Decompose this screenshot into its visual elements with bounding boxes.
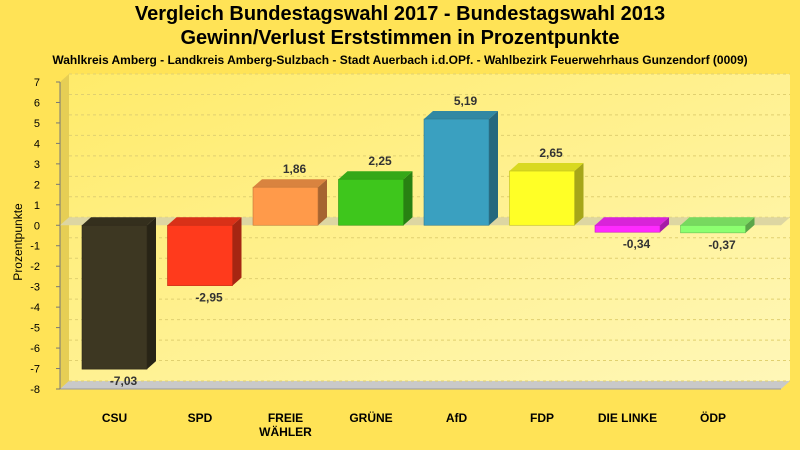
y-axis-label: Prozentpunkte xyxy=(11,203,25,281)
bar xyxy=(680,224,746,234)
bar-side xyxy=(403,171,413,226)
bar-side xyxy=(318,179,327,226)
bar xyxy=(81,224,148,370)
x-tick-label: SPD xyxy=(188,411,213,425)
data-label: 5,19 xyxy=(454,94,478,108)
data-label: 2,65 xyxy=(539,146,563,160)
bar xyxy=(338,178,404,226)
y-tick-label: -2 xyxy=(30,261,40,273)
bar-top xyxy=(253,179,327,188)
bar xyxy=(167,224,233,286)
y-tick-label: -7 xyxy=(30,364,40,376)
bar-top xyxy=(680,217,755,226)
y-tick-label: 4 xyxy=(34,138,40,150)
bar-top xyxy=(595,217,669,226)
chart-title: Vergleich Bundestagswahl 2017 - Bundesta… xyxy=(134,3,666,25)
x-tick-label: AfD xyxy=(446,411,468,425)
bar-side xyxy=(745,217,755,233)
data-label: -7,03 xyxy=(110,374,138,388)
bar-top xyxy=(167,217,242,226)
y-tick-label: 7 xyxy=(34,77,40,89)
x-tick-label: WÄHLER xyxy=(259,424,312,439)
bar-side xyxy=(660,217,669,233)
data-label: -2,95 xyxy=(195,291,223,305)
x-tick-label: DIE LINKE xyxy=(598,411,657,425)
y-tick-label: -1 xyxy=(30,241,40,253)
y-tick-label: 5 xyxy=(34,118,40,130)
bar xyxy=(252,186,319,226)
data-label: -0,37 xyxy=(708,238,736,252)
bar-top xyxy=(424,111,498,120)
x-tick-label: ÖDP xyxy=(700,410,726,425)
plot-side-wall xyxy=(60,74,69,389)
data-label: 1,86 xyxy=(283,162,307,176)
x-tick-label: GRÜNE xyxy=(349,410,392,425)
bar-side xyxy=(232,217,242,286)
bar-top xyxy=(338,171,413,180)
bar-side xyxy=(147,217,156,370)
x-tick-label: FDP xyxy=(530,411,554,425)
bar-top xyxy=(82,217,156,226)
y-tick-label: -5 xyxy=(30,323,40,335)
data-label: 2,25 xyxy=(368,154,392,168)
data-label: -0,34 xyxy=(623,237,651,251)
bar xyxy=(509,170,575,226)
chart-subtitle: Gewinn/Verlust Erststimmen in Prozentpun… xyxy=(180,27,620,49)
plot-floor xyxy=(60,381,790,389)
y-tick-label: 6 xyxy=(34,97,40,109)
y-tick-label: -8 xyxy=(30,384,40,396)
y-tick-label: -6 xyxy=(30,343,40,355)
bar-side xyxy=(489,111,498,226)
bar-side xyxy=(574,163,584,226)
y-tick-label: -3 xyxy=(30,282,40,294)
y-tick-label: 0 xyxy=(34,220,40,232)
chart-caption: Wahlkreis Amberg - Landkreis Amberg-Sulz… xyxy=(52,53,748,67)
y-tick-label: -4 xyxy=(30,302,40,314)
y-tick-label: 3 xyxy=(34,159,40,171)
bar xyxy=(423,118,490,226)
x-tick-label: CSU xyxy=(102,411,127,425)
y-tick-label: 1 xyxy=(34,200,40,212)
bar-top xyxy=(509,163,584,172)
x-tick-label: FREIE xyxy=(268,411,303,425)
y-tick-label: 2 xyxy=(34,179,40,191)
bar xyxy=(594,224,661,233)
